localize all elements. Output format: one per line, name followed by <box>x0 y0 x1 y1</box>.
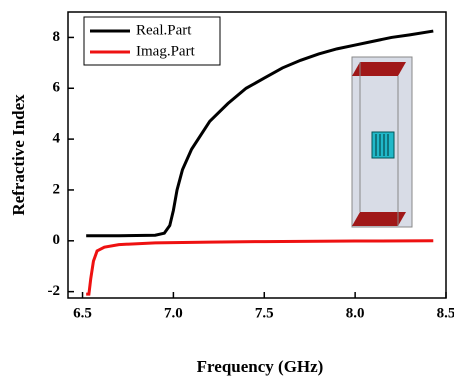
y-tick-label: 2 <box>53 181 61 197</box>
chart: Frequency (GHz) Refractive Index -2 0 2 4 6 8… <box>0 0 454 383</box>
y-tick-label: 8 <box>53 29 61 45</box>
y-tick-label: -2 <box>48 283 61 299</box>
x-tick-label: 7.0 <box>164 305 183 321</box>
legend-label: Imag.Part <box>136 43 196 59</box>
legend-label: Real.Part <box>136 22 192 38</box>
x-tick-label: 6.5 <box>73 305 92 321</box>
y-axis-label: Refractive Index <box>9 94 28 216</box>
series-line <box>86 241 433 294</box>
inset-resonator <box>372 132 394 158</box>
y-tick-label: 4 <box>53 131 61 147</box>
x-axis-label: Frequency (GHz) <box>197 357 324 376</box>
x-tick-label: 8.0 <box>346 305 365 321</box>
inset-structure <box>352 57 412 227</box>
y-tick-label: 6 <box>53 80 61 96</box>
x-tick-label: 7.5 <box>255 305 274 321</box>
x-tick-label: 8.5 <box>437 305 454 321</box>
y-tick-label: 0 <box>53 232 61 248</box>
